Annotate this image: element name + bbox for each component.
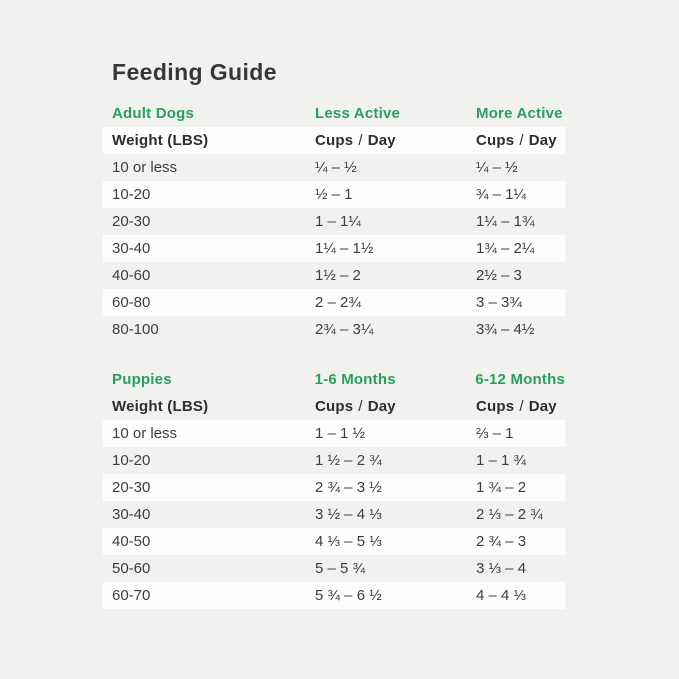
adult-weight-lbs-header: Weight (LBS) (112, 132, 209, 149)
weight-range-cell: 60-70 (112, 587, 151, 604)
cups-label: Cups (315, 132, 354, 149)
puppies-cups-per-day-header-6-12: Cups / Day (476, 398, 565, 415)
less-active-column-title: Less Active (315, 105, 401, 122)
slash-separator: / (358, 398, 363, 415)
cups-value-cell: 1¾ – 2¼ (476, 240, 535, 257)
cups-value-cell: 3 ½ – 4 ⅓ (315, 506, 382, 523)
cups-value-cell: 1 ¾ – 2 (476, 479, 527, 496)
weight-range-cell: 30-40 (112, 240, 151, 257)
cups-value-cell: 1¼ – 1½ (315, 240, 374, 257)
weight-range-cell: 50-60 (112, 560, 151, 577)
table-row: 60-80 2 – 2¾ 3 – 3¾ (103, 289, 565, 316)
cups-value-cell: 2½ – 3 (476, 267, 522, 284)
weight-range-cell: 10-20 (112, 452, 151, 469)
weight-range-cell: 40-50 (112, 533, 151, 550)
weight-range-cell: 10 or less (112, 159, 178, 176)
more-active-column-title: More Active (476, 105, 563, 122)
cups-value-cell: 1½ – 2 (315, 267, 361, 284)
weight-range-cell: 20-30 (112, 479, 151, 496)
slash-separator: / (358, 132, 363, 149)
cups-label: Cups (476, 398, 515, 415)
cups-value-cell: 2 ⅓ – 2 ¾ (476, 506, 543, 523)
table-row: 60-70 5 ¾ – 6 ½ 4 – 4 ⅓ (103, 582, 565, 609)
cups-value-cell: 4 ⅓ – 5 ⅓ (315, 533, 382, 550)
weight-range-cell: 10 or less (112, 425, 178, 442)
cups-value-cell: 2¾ – 3¼ (315, 321, 374, 338)
cups-value-cell: ⅔ – 1 (476, 425, 514, 442)
puppies-section-title: Puppies (112, 371, 172, 388)
cups-value-cell: ½ – 1 (315, 186, 353, 203)
cups-value-cell: 1 – 1 ½ (315, 425, 366, 442)
table-row: 50-60 5 – 5 ¾ 3 ⅓ – 4 (103, 555, 565, 582)
cups-value-cell: 1 – 1¼ (315, 213, 361, 230)
adult-cups-per-day-header-less: Cups / Day (315, 132, 476, 149)
page-title: Feeding Guide (112, 59, 277, 85)
puppies-table: Puppies 1-6 Months 6-12 Months Weight (L… (103, 366, 565, 609)
weight-range-cell: 40-60 (112, 267, 151, 284)
table-row: 10-20 1 ½ – 2 ¾ 1 – 1 ¾ (103, 447, 565, 474)
cups-value-cell: 5 – 5 ¾ (315, 560, 366, 577)
cups-value-cell: 3 – 3¾ (476, 294, 522, 311)
cups-value-cell: 2 ¾ – 3 (476, 533, 527, 550)
table-row: 30-40 3 ½ – 4 ⅓ 2 ⅓ – 2 ¾ (103, 501, 565, 528)
adult-dogs-table: Adult Dogs Less Active More Active Weigh… (103, 100, 565, 343)
cups-value-cell: ¼ – ½ (315, 159, 357, 176)
cups-value-cell: 2 ¾ – 3 ½ (315, 479, 382, 496)
table-row: 10 or less 1 – 1 ½ ⅔ – 1 (103, 420, 565, 447)
cups-value-cell: 3¾ – 4½ (476, 321, 535, 338)
table-row: 40-60 1½ – 2 2½ – 3 (103, 262, 565, 289)
slash-separator: / (519, 398, 524, 415)
weight-range-cell: 80-100 (112, 321, 159, 338)
puppies-section-header-row: Puppies 1-6 Months 6-12 Months (103, 366, 565, 393)
cups-value-cell: 2 – 2¾ (315, 294, 361, 311)
cups-label: Cups (315, 398, 354, 415)
table-row: 40-50 4 ⅓ – 5 ⅓ 2 ¾ – 3 (103, 528, 565, 555)
cups-label: Cups (476, 132, 515, 149)
puppies-subheader-row: Weight (LBS) Cups / Day Cups / Day (103, 393, 565, 420)
adult-section-header-row: Adult Dogs Less Active More Active (103, 100, 565, 127)
cups-value-cell: 3 ⅓ – 4 (476, 560, 527, 577)
table-row: 20-30 1 – 1¼ 1¼ – 1¾ (103, 208, 565, 235)
one-to-six-months-column-title: 1-6 Months (314, 371, 396, 388)
puppies-cups-per-day-header-1-6: Cups / Day (315, 398, 476, 415)
slash-separator: / (519, 132, 524, 149)
table-row: 10 or less ¼ – ½ ¼ – ½ (103, 154, 565, 181)
table-row: 10-20 ½ – 1 ¾ – 1¼ (103, 181, 565, 208)
day-label: Day (528, 132, 557, 149)
adult-subheader-row: Weight (LBS) Cups / Day Cups / Day (103, 127, 565, 154)
adult-dogs-section-title: Adult Dogs (112, 105, 194, 122)
weight-range-cell: 30-40 (112, 506, 151, 523)
day-label: Day (367, 398, 396, 415)
table-row: 20-30 2 ¾ – 3 ½ 1 ¾ – 2 (103, 474, 565, 501)
cups-value-cell: 1 ½ – 2 ¾ (315, 452, 382, 469)
weight-range-cell: 20-30 (112, 213, 151, 230)
weight-range-cell: 10-20 (112, 186, 151, 203)
cups-value-cell: 1¼ – 1¾ (476, 213, 535, 230)
cups-value-cell: ¾ – 1¼ (476, 186, 527, 203)
day-label: Day (528, 398, 557, 415)
weight-range-cell: 60-80 (112, 294, 151, 311)
table-row: 30-40 1¼ – 1½ 1¾ – 2¼ (103, 235, 565, 262)
puppies-weight-lbs-header: Weight (LBS) (112, 398, 209, 415)
content-column: Feeding Guide Adult Dogs Less Active Mor… (103, 0, 565, 609)
cups-value-cell: 5 ¾ – 6 ½ (315, 587, 382, 604)
cups-value-cell: 4 – 4 ⅓ (476, 587, 527, 604)
six-to-twelve-months-column-title: 6-12 Months (475, 371, 565, 388)
day-label: Day (367, 132, 396, 149)
cups-value-cell: ¼ – ½ (476, 159, 518, 176)
cups-value-cell: 1 – 1 ¾ (476, 452, 527, 469)
adult-cups-per-day-header-more: Cups / Day (476, 132, 565, 149)
table-row: 80-100 2¾ – 3¼ 3¾ – 4½ (103, 316, 565, 343)
